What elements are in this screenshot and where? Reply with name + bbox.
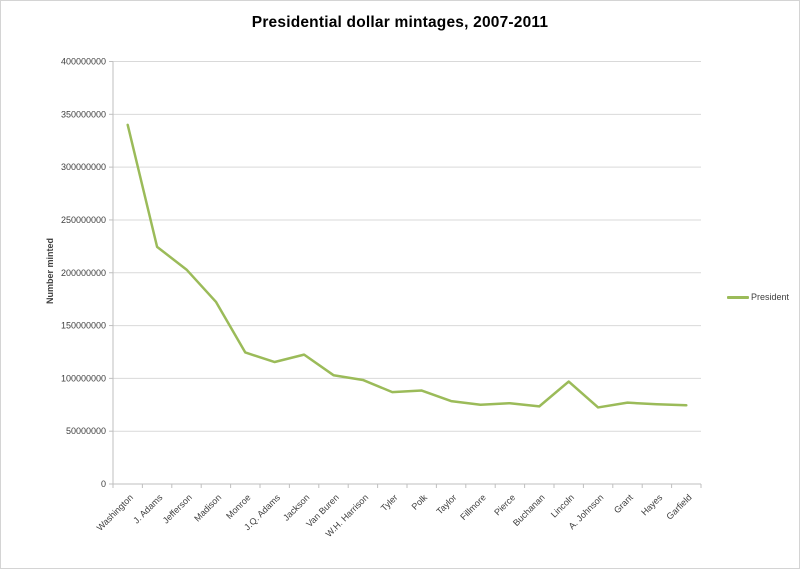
legend-series-label: President — [751, 292, 790, 302]
x-tick-label: Lincoln — [549, 492, 576, 519]
chart-title: Presidential dollar mintages, 2007-2011 — [251, 14, 549, 31]
y-tick-label: 350000000 — [61, 109, 106, 119]
y-tick-label: 100000000 — [61, 373, 106, 383]
x-tick-label: Grant — [612, 492, 635, 515]
x-tick-label: Hayes — [639, 492, 664, 517]
x-tick-label: Tyler — [379, 492, 400, 513]
y-tick-label: 200000000 — [61, 268, 106, 278]
y-tick-label: 150000000 — [61, 321, 106, 331]
x-tick-label: Madison — [192, 492, 223, 523]
legend: President — [727, 292, 789, 302]
x-tick-label: Washington — [95, 492, 135, 532]
x-tick-label: Garfield — [664, 492, 693, 521]
x-tick-label: Fillmore — [458, 492, 488, 522]
y-tick-label: 0 — [101, 479, 106, 489]
x-tick-label: J. Adams — [131, 492, 165, 526]
y-tick-label: 400000000 — [61, 57, 106, 67]
y-tick-label: 50000000 — [66, 426, 106, 436]
x-tick-label: Taylor — [434, 492, 458, 516]
x-tick-label: Monroe — [224, 492, 253, 521]
y-tick-label: 250000000 — [61, 215, 106, 225]
legend-line-marker — [727, 295, 749, 299]
x-tick-label: Polk — [410, 492, 430, 512]
x-tick-label: Pierce — [492, 492, 517, 517]
data-line-president — [126, 123, 688, 409]
y-tick-label: 300000000 — [61, 162, 106, 172]
x-tick-label: Jefferson — [161, 492, 194, 525]
x-tick-label: Buchanan — [511, 492, 547, 528]
